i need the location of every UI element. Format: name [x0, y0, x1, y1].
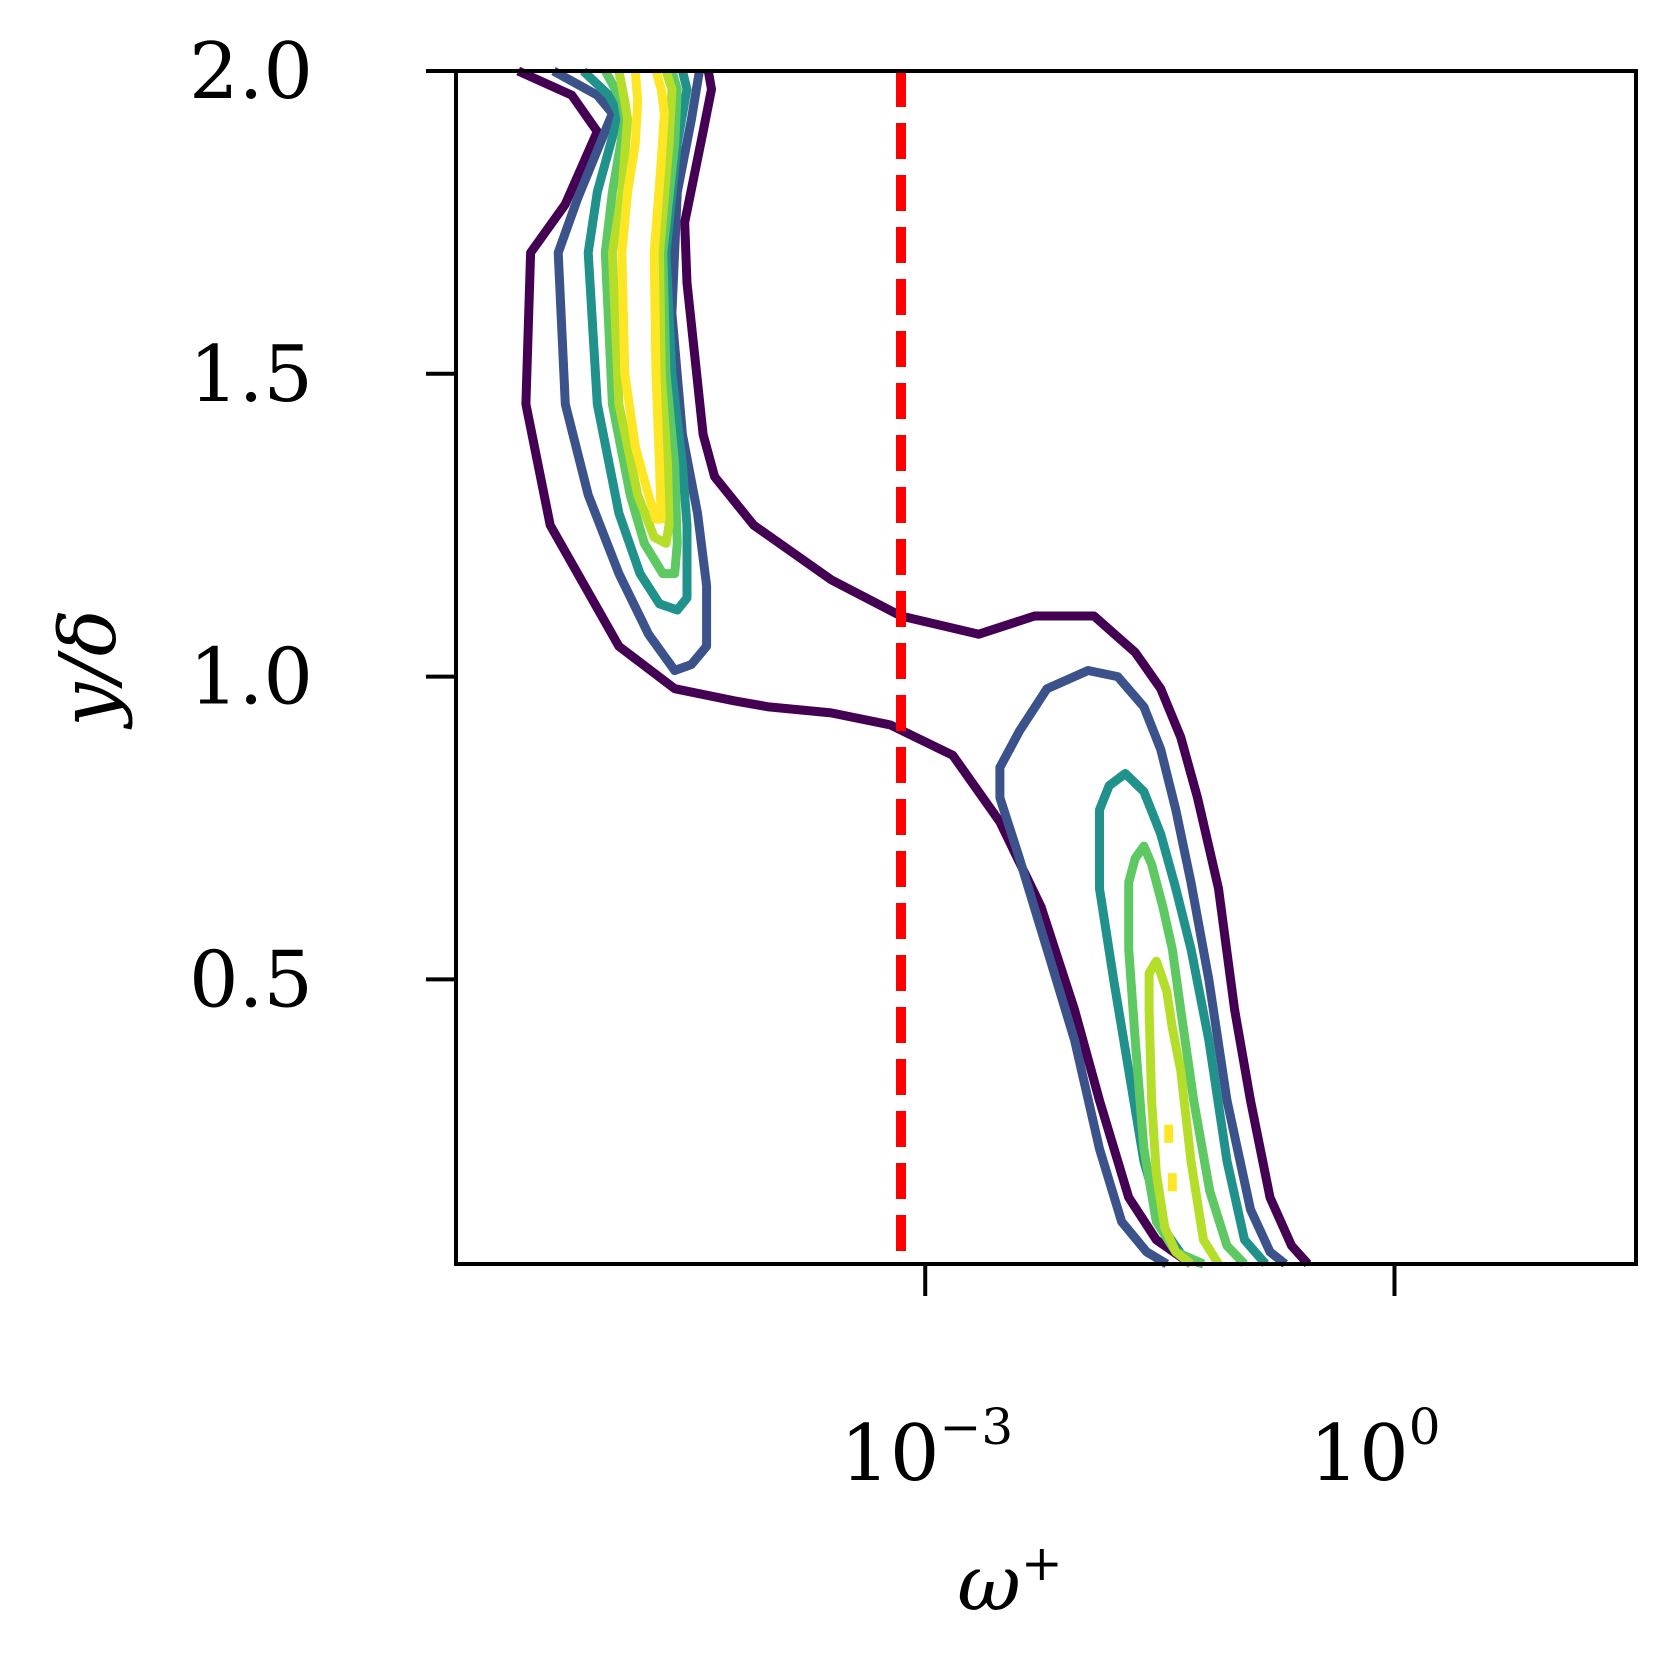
contour-level-4-line-2 [1124, 841, 1248, 1269]
plot-frame [454, 69, 1638, 1266]
x-tick-label: 100 [1309, 1398, 1440, 1499]
contour-lines [516, 66, 1312, 1269]
y-tick-label: 2.0 [189, 27, 313, 117]
x-tick-label: 10−3 [840, 1398, 1013, 1499]
contour-level-5-line-1 [607, 69, 677, 548]
contour-level-2-line-2 [995, 666, 1289, 1268]
y-tick-label: 1.0 [189, 633, 313, 723]
contour-level-1-line-2 [680, 70, 1312, 1268]
contour-level-5-line-2 [1144, 956, 1223, 1268]
x-axis-ticks: 10−3 100 [840, 1264, 1441, 1499]
x-axis-label: ω+ [957, 1534, 1063, 1629]
y-tick-label: 0.5 [189, 935, 313, 1025]
contour-level-6-line-1 [617, 69, 669, 524]
contour-level-1-line-1 [516, 66, 1194, 1268]
y-axis-label: y/δ [44, 609, 134, 729]
y-tick-label: 1.5 [189, 330, 313, 420]
y-axis-ticks: 0.5 1.0 1.5 2.0 [189, 27, 456, 1025]
